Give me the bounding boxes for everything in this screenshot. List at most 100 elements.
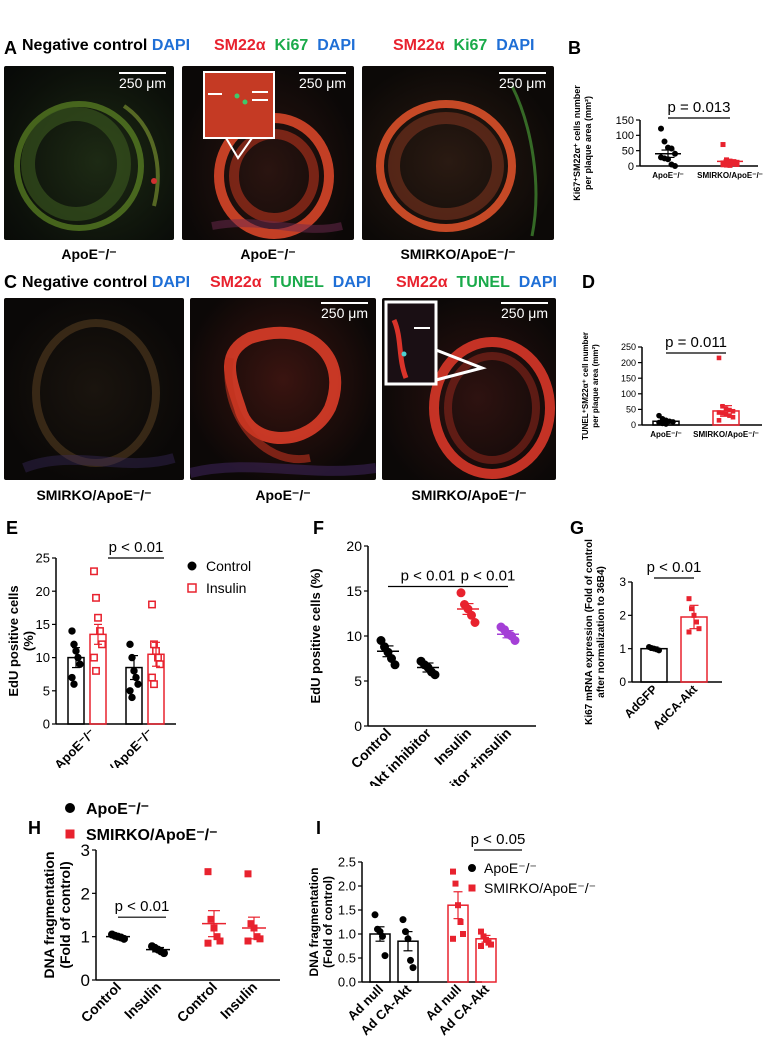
micrograph-apoe-negative-control: 250 μm	[4, 66, 174, 240]
scale-bar: 250 μm	[119, 72, 166, 91]
y-tick-label: 250	[621, 342, 636, 352]
data-point	[731, 161, 736, 167]
data-point	[65, 803, 75, 813]
data-point	[399, 916, 407, 924]
x-tick-label: ApoE⁻/⁻	[652, 171, 684, 180]
data-point	[187, 561, 197, 571]
y-tick-label: 50	[626, 405, 636, 415]
data-point	[724, 162, 729, 168]
scale-bar: 250 μm	[299, 72, 346, 91]
micrograph-smirko-ki67: 250 μm	[362, 66, 554, 240]
data-point	[468, 864, 476, 872]
data-point	[727, 413, 732, 418]
x-tick-label: Insulin	[217, 979, 260, 1022]
micrograph-smirko-negative-control	[4, 298, 184, 480]
data-point	[76, 660, 84, 668]
p-value-label: p < 0.01	[109, 539, 164, 556]
stain-label: Negative control	[22, 274, 148, 291]
data-point	[70, 680, 78, 688]
stain-label: DAPI	[151, 37, 191, 54]
y-tick-label: 5	[43, 683, 50, 698]
data-point	[216, 937, 224, 945]
y-tick-label: 0	[354, 718, 362, 734]
data-point	[696, 626, 702, 632]
data-point	[656, 412, 662, 419]
data-point	[204, 868, 212, 876]
y-tick-label: 1.0	[338, 927, 356, 942]
y-tick-label: 0	[81, 971, 90, 990]
x-tick-label: Insulin	[121, 979, 164, 1022]
chart-b: 0 50 100 150 Ki67⁺SM22α⁺ cells number per pla…	[572, 85, 763, 201]
data-point	[381, 952, 389, 960]
data-point	[68, 627, 76, 635]
scale-bar-label: 250 μm	[119, 75, 166, 91]
data-point	[730, 414, 736, 420]
y-axis-label: per plaque area (mm²)	[591, 344, 600, 428]
panel-b-label: B	[568, 38, 581, 58]
y-axis-label: (%)	[21, 631, 36, 651]
panel-g-label: G	[570, 518, 585, 538]
x-tick-label: Control	[174, 979, 221, 1026]
legend-label: SMIRKO/ApoE⁻/⁻	[484, 880, 596, 896]
data-point	[68, 673, 76, 682]
y-tick-label: 100	[616, 130, 634, 142]
stain-label: DAPI	[151, 274, 191, 291]
p-value-label: p < 0.01	[461, 568, 516, 585]
data-point	[156, 660, 164, 669]
stain-label: TUNEL	[456, 274, 510, 291]
data-point	[470, 618, 480, 627]
legend-label: Control	[206, 558, 251, 574]
y-tick-label: 15	[346, 583, 362, 599]
data-point	[134, 680, 142, 688]
y-tick-label: 2.5	[338, 855, 356, 870]
data-point	[661, 138, 668, 145]
legend-label: SMIRKO/ApoE⁻/⁻	[86, 827, 218, 844]
data-point	[720, 403, 725, 409]
data-point	[716, 355, 722, 361]
p-value-label: p = 0.013	[668, 99, 731, 116]
stain-label: SM22α	[396, 274, 448, 291]
data-point	[720, 410, 725, 416]
stain-label: TUNEL	[270, 274, 324, 291]
data-point	[187, 583, 197, 593]
data-point	[430, 670, 440, 680]
x-tick-label: AdGFP	[621, 682, 660, 721]
panel-f-label: F	[313, 518, 324, 538]
y-tick-label: 150	[621, 373, 636, 383]
data-point	[409, 964, 417, 972]
stain-label: DAPI	[496, 37, 535, 54]
y-tick-label: 10	[36, 650, 50, 665]
y-axis-label: per plaque area (mm²)	[583, 96, 593, 190]
caption-apoe: ApoE⁻/⁻	[240, 246, 296, 262]
stain-label: DAPI	[317, 37, 356, 54]
y-tick-label: 0.0	[338, 975, 356, 990]
data-point	[457, 919, 464, 925]
caption-smirko-apoe: SMIRKO/ApoE⁻/⁻	[36, 487, 152, 503]
p-value-label: p < 0.01	[647, 559, 702, 576]
x-tick-label: SMIRKO/ApoE⁻/⁻	[693, 430, 759, 439]
data-point	[468, 884, 476, 892]
y-axis-label: Ki67⁺SM22α⁺ cells number	[572, 85, 582, 201]
panel-d-label: D	[582, 272, 595, 292]
y-axis-label: EdU positive cells	[6, 585, 21, 696]
data-point	[204, 939, 212, 947]
scale-bar-label: 250 μm	[501, 305, 548, 321]
panel-a-image1-header: Negative control DAPI	[22, 37, 190, 55]
legend-label: ApoE⁻/⁻	[86, 801, 149, 818]
y-tick-label: 25	[36, 551, 50, 566]
legend-label: Insulin	[206, 580, 246, 596]
scale-bar-label: 250 μm	[299, 75, 346, 91]
data-point	[720, 162, 726, 168]
p-value-label: p = 0.011	[665, 334, 727, 351]
data-point	[207, 915, 215, 923]
panel-a-image2-header: SM22α Ki67 DAPI	[214, 37, 355, 55]
bar	[640, 647, 668, 683]
data-point	[450, 868, 456, 875]
y-tick-label: 5	[354, 673, 362, 689]
y-tick-label: 2	[81, 884, 90, 903]
stain-label: DAPI	[518, 274, 557, 291]
scale-bar-label: 250 μm	[321, 305, 368, 321]
